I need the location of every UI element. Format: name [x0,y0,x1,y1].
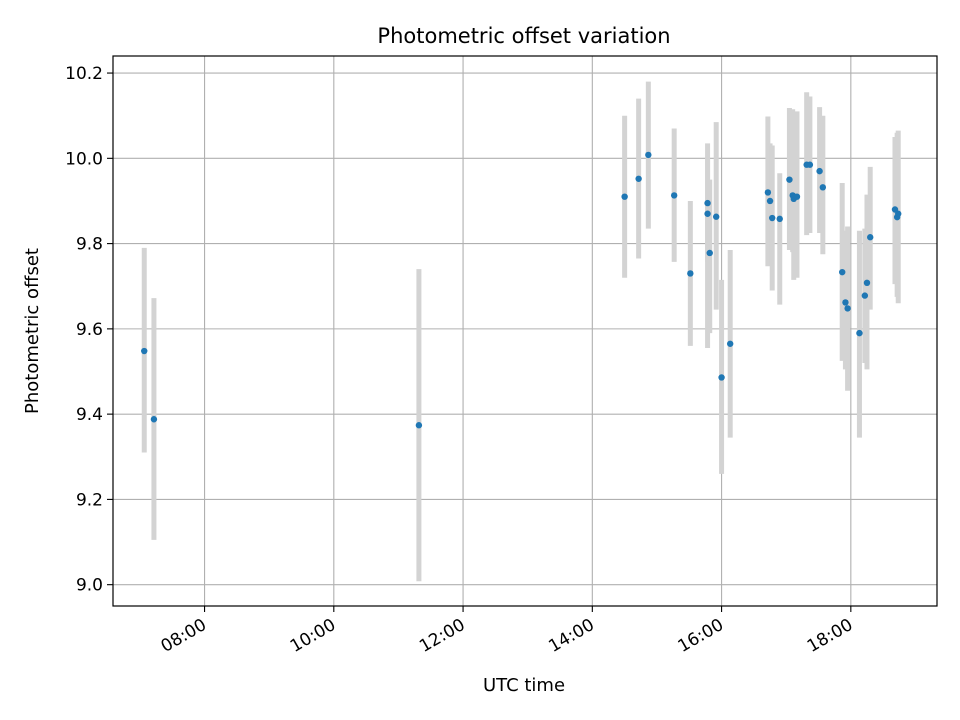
data-point [793,193,801,200]
data-point [670,192,678,199]
data-point [842,299,849,306]
data-point [844,305,851,312]
y-tick-label: 9.4 [76,405,103,425]
data-point [415,422,423,429]
data-point [704,210,711,217]
y-tick-label: 10.0 [65,149,103,169]
data-point [867,234,874,241]
data-point [856,329,863,337]
data-point [839,268,846,276]
data-point [764,189,772,196]
data-point [861,292,869,299]
grid-lines [113,56,937,606]
data-point [150,416,158,423]
data-point [718,374,725,381]
y-tick-label: 9.0 [76,576,103,596]
data-point [786,176,793,183]
data-point [819,184,827,191]
data-point [645,151,652,159]
y-axis-label: Photometric offset [22,248,43,414]
data-point [712,213,720,220]
data-point [766,197,774,205]
data-point [863,279,871,287]
data-point [621,193,628,200]
y-tick-label: 9.6 [76,320,103,340]
data-point [816,167,823,175]
data-point [769,214,776,222]
data-point [635,175,642,182]
data-point [706,249,713,257]
plot-frame [112,55,938,607]
y-tick-label: 9.8 [76,235,103,255]
x-axis-label: UTC time [483,675,565,696]
y-tick-label: 9.2 [76,490,103,510]
data-point [895,210,902,217]
data-points [141,151,902,429]
y-tick-label: 10.2 [65,64,103,84]
data-point [687,270,694,277]
data-point [776,215,783,223]
data-point [806,161,814,168]
y-axis-ticks: 9.0 9.2 9.4 9.6 9.8 10.0 10.2 [65,64,113,596]
data-point [704,199,711,207]
data-point [726,340,734,347]
data-point [141,347,148,355]
chart-title: Photometric offset variation [377,24,670,48]
